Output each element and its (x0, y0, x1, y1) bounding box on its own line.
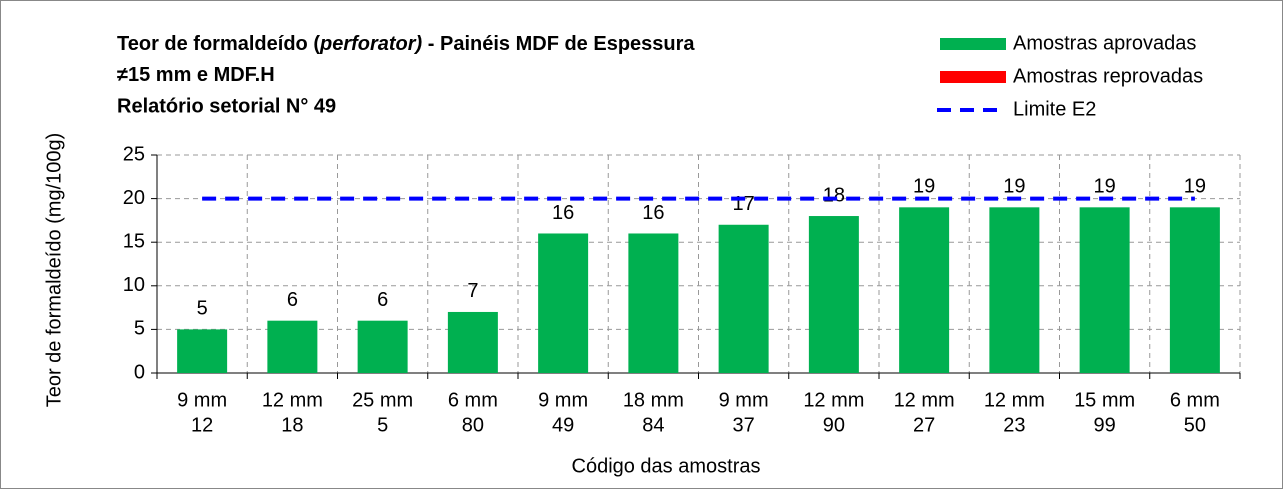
x-tick-label: 18 (281, 414, 303, 436)
data-label: 5 (197, 298, 208, 320)
x-tick-label: 12 mm (262, 389, 323, 411)
legend-swatch (940, 38, 1006, 50)
y-tick-label: 10 (123, 274, 145, 296)
data-label: 19 (913, 176, 935, 198)
y-tick-label: 20 (123, 187, 145, 209)
bar (538, 233, 589, 373)
data-label: 7 (467, 280, 478, 302)
x-tick-label: 6 mm (1170, 389, 1220, 411)
data-label: 17 (733, 193, 755, 215)
title-part: ≠15 mm e MDF.H (117, 64, 275, 86)
data-label: 19 (1003, 176, 1025, 198)
chart-subtitle: Relatório setorial N° 49 (117, 95, 336, 117)
title-part: - Painéis MDF de Espessura (422, 33, 695, 55)
bar (899, 207, 950, 373)
legend-label: Amostras aprovadas (1013, 32, 1196, 54)
bar (267, 320, 318, 373)
x-tick-label: 37 (733, 414, 755, 436)
bar (628, 233, 679, 373)
bar (357, 320, 408, 373)
x-tick-label: 23 (1003, 414, 1025, 436)
x-tick-label: 15 mm (1074, 389, 1135, 411)
title-part: perforator) (319, 33, 423, 55)
x-tick-label: 49 (552, 414, 574, 436)
bar (989, 207, 1040, 373)
x-tick-label: 12 mm (803, 389, 864, 411)
bar (808, 216, 859, 373)
x-tick-label: 84 (642, 414, 664, 436)
data-label: 18 (823, 184, 845, 206)
x-tick-label: 18 mm (623, 389, 684, 411)
bar (177, 329, 228, 373)
x-tick-label: 5 (377, 414, 388, 436)
bar (1079, 207, 1130, 373)
data-label: 19 (1184, 176, 1206, 198)
title-part: Teor de formaldeído ( (117, 33, 320, 55)
y-tick-label: 15 (123, 230, 145, 252)
chart-title: Teor de formaldeído (perforator) - Painé… (117, 33, 695, 86)
x-axis-label: Código das amostras (572, 455, 761, 477)
data-label: 19 (1094, 176, 1116, 198)
y-axis-label: Teor de formaldeído (mg/100g) (43, 133, 65, 408)
x-tick-label: 12 (191, 414, 213, 436)
x-tick-label: 50 (1184, 414, 1206, 436)
data-label: 6 (287, 289, 298, 311)
legend-swatch (940, 71, 1006, 83)
y-tick-label: 0 (134, 361, 145, 383)
legend-label: Amostras reprovadas (1013, 65, 1203, 87)
x-tick-label: 12 mm (894, 389, 955, 411)
data-label: 6 (377, 289, 388, 311)
x-tick-label: 80 (462, 414, 484, 436)
data-label: 16 (552, 202, 574, 224)
x-tick-label: 99 (1094, 414, 1116, 436)
y-tick-label: 25 (123, 143, 145, 165)
y-tick-label: 5 (134, 318, 145, 340)
x-tick-label: 12 mm (984, 389, 1045, 411)
x-tick-label: 25 mm (352, 389, 413, 411)
data-label: 16 (642, 202, 664, 224)
bar (1169, 207, 1220, 373)
x-tick-label: 90 (823, 414, 845, 436)
x-tick-label: 6 mm (448, 389, 498, 411)
x-tick-label: 9 mm (538, 389, 588, 411)
bar (447, 311, 498, 373)
x-tick-label: 9 mm (177, 389, 227, 411)
x-tick-label: 27 (913, 414, 935, 436)
x-tick-label: 9 mm (719, 389, 769, 411)
legend-label: Limite E2 (1013, 98, 1096, 120)
bar (718, 224, 769, 373)
